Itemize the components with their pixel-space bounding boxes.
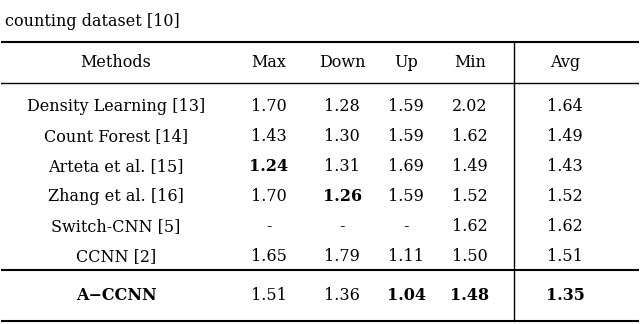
Text: Max: Max bbox=[252, 54, 287, 71]
Text: 1.52: 1.52 bbox=[547, 188, 583, 205]
Text: Arteta et al. [15]: Arteta et al. [15] bbox=[49, 158, 184, 175]
Text: 1.49: 1.49 bbox=[547, 128, 583, 145]
Text: 1.43: 1.43 bbox=[547, 158, 583, 175]
Text: Min: Min bbox=[454, 54, 486, 71]
Text: 1.50: 1.50 bbox=[452, 248, 488, 265]
Text: CCNN [2]: CCNN [2] bbox=[76, 248, 156, 265]
Text: 1.48: 1.48 bbox=[450, 287, 490, 304]
Text: 2.02: 2.02 bbox=[452, 98, 488, 115]
Text: 1.49: 1.49 bbox=[452, 158, 488, 175]
Text: 1.30: 1.30 bbox=[324, 128, 360, 145]
Text: Density Learning [13]: Density Learning [13] bbox=[27, 98, 205, 115]
Text: 1.64: 1.64 bbox=[547, 98, 583, 115]
Text: 1.35: 1.35 bbox=[546, 287, 585, 304]
Text: Up: Up bbox=[394, 54, 418, 71]
Text: -: - bbox=[403, 218, 409, 235]
Text: 1.51: 1.51 bbox=[251, 287, 287, 304]
Text: Zhang et al. [16]: Zhang et al. [16] bbox=[48, 188, 184, 205]
Text: counting dataset [10]: counting dataset [10] bbox=[4, 13, 179, 29]
Text: Count Forest [14]: Count Forest [14] bbox=[44, 128, 188, 145]
Text: 1.70: 1.70 bbox=[251, 188, 287, 205]
Text: 1.36: 1.36 bbox=[324, 287, 360, 304]
Text: 1.59: 1.59 bbox=[388, 188, 424, 205]
Text: 1.59: 1.59 bbox=[388, 98, 424, 115]
Text: -: - bbox=[266, 218, 272, 235]
Text: -: - bbox=[340, 218, 345, 235]
Text: 1.11: 1.11 bbox=[388, 248, 424, 265]
Text: 1.51: 1.51 bbox=[547, 248, 583, 265]
Text: 1.69: 1.69 bbox=[388, 158, 424, 175]
Text: 1.62: 1.62 bbox=[452, 218, 488, 235]
Text: Avg: Avg bbox=[550, 54, 580, 71]
Text: 1.52: 1.52 bbox=[452, 188, 488, 205]
Text: 1.79: 1.79 bbox=[324, 248, 360, 265]
Text: 1.62: 1.62 bbox=[452, 128, 488, 145]
Text: Methods: Methods bbox=[81, 54, 152, 71]
Text: 1.65: 1.65 bbox=[251, 248, 287, 265]
Text: Down: Down bbox=[319, 54, 365, 71]
Text: 1.28: 1.28 bbox=[324, 98, 360, 115]
Text: 1.04: 1.04 bbox=[387, 287, 426, 304]
Text: 1.26: 1.26 bbox=[323, 188, 362, 205]
Text: 1.62: 1.62 bbox=[547, 218, 583, 235]
Text: 1.43: 1.43 bbox=[251, 128, 287, 145]
Text: 1.31: 1.31 bbox=[324, 158, 360, 175]
Text: Switch-CNN [5]: Switch-CNN [5] bbox=[51, 218, 180, 235]
Text: A−CCNN: A−CCNN bbox=[76, 287, 156, 304]
Text: 1.70: 1.70 bbox=[251, 98, 287, 115]
Text: 1.24: 1.24 bbox=[250, 158, 289, 175]
Text: 1.59: 1.59 bbox=[388, 128, 424, 145]
